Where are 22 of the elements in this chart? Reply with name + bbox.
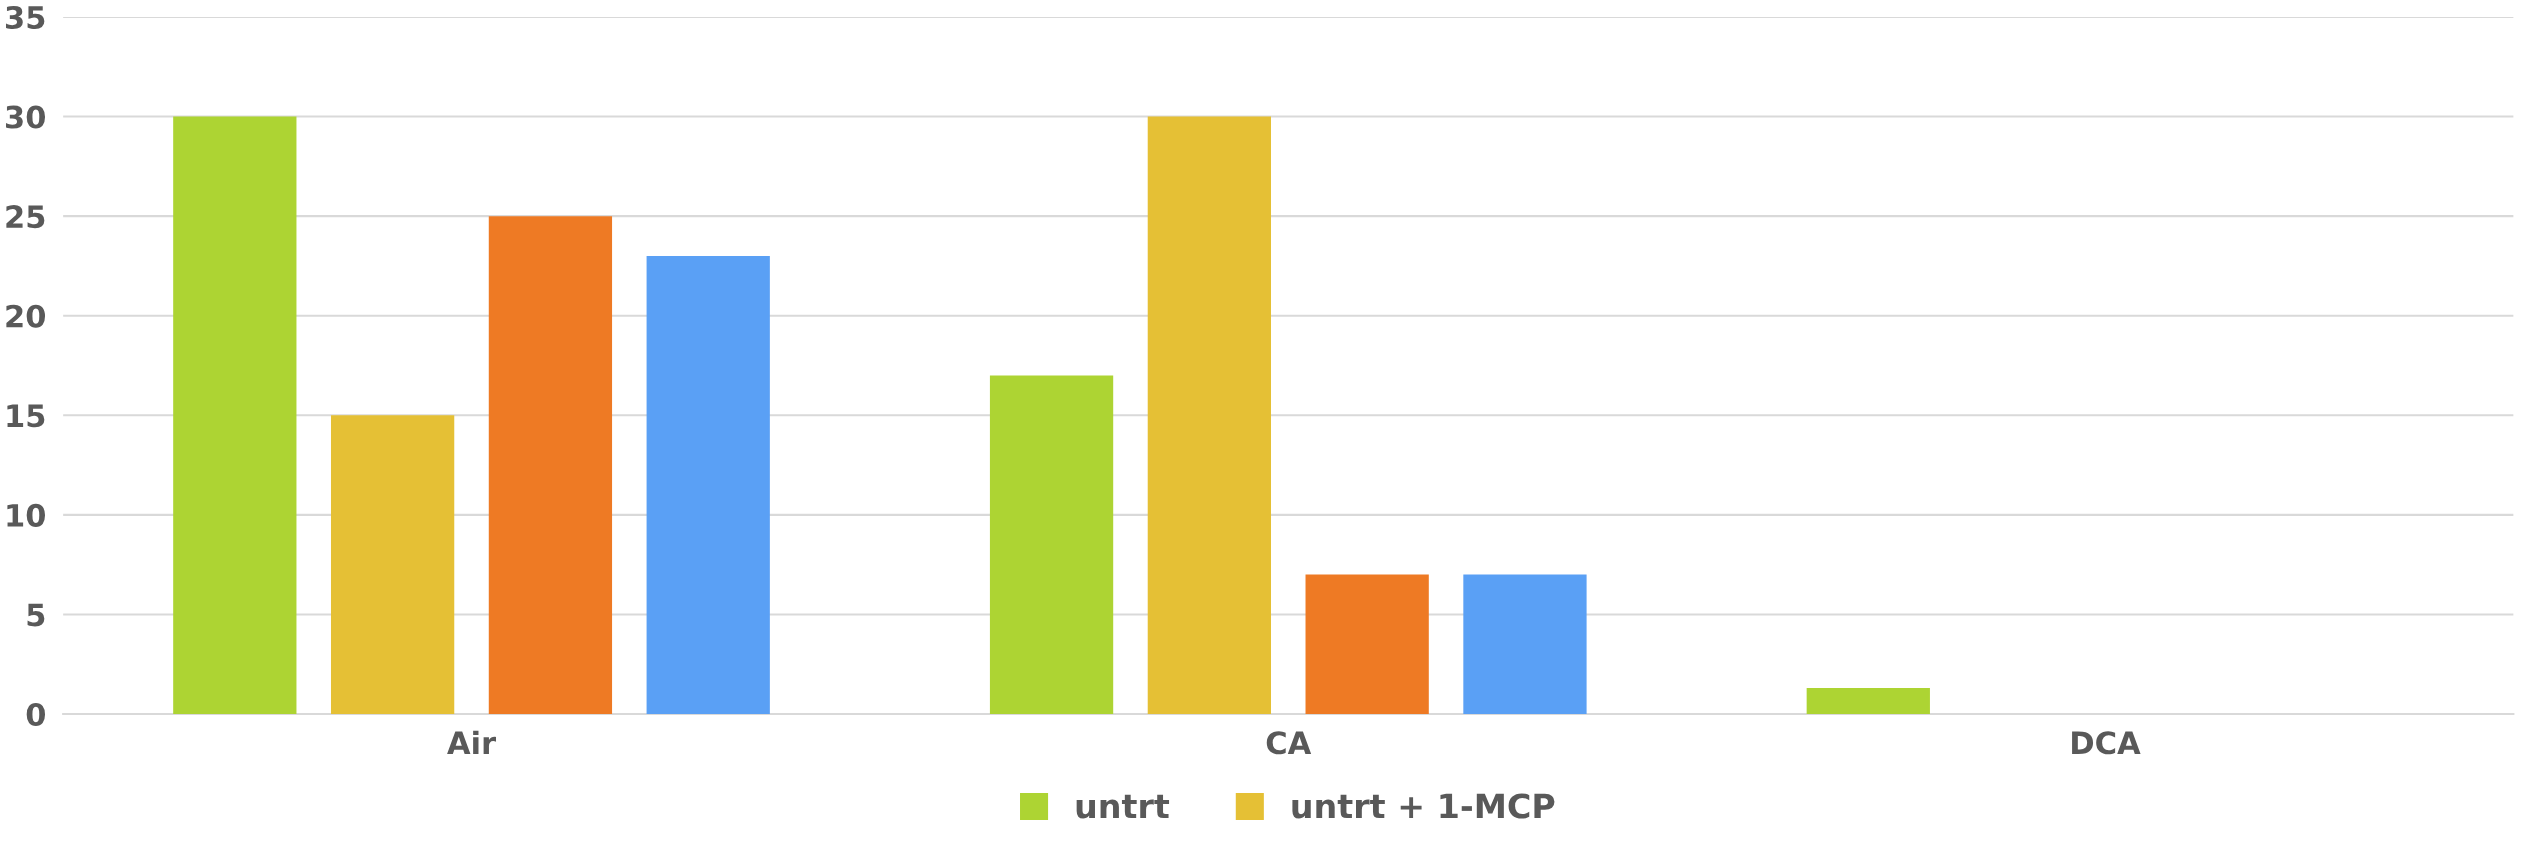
bar — [1806, 688, 1930, 714]
y-tick-label: 15 — [7, 404, 45, 428]
bar — [173, 116, 297, 714]
x-tick-label: DCA — [2072, 731, 2141, 755]
x-tick-label: Air — [447, 730, 497, 754]
bar — [646, 255, 770, 714]
legend-label: untrt — [1076, 794, 1170, 819]
bar — [1305, 574, 1429, 714]
legend-label: untrt + 1-MCP — [1292, 793, 1555, 819]
y-tick-label: 25 — [6, 205, 45, 229]
y-tick-label: 20 — [6, 304, 46, 328]
y-tick-label: 5 — [27, 603, 45, 627]
bar — [488, 216, 613, 714]
y-tick-label: 35 — [6, 5, 45, 30]
y-tick-label: 30 — [6, 105, 46, 129]
y-tick-label: 0 — [26, 702, 46, 727]
bar — [330, 415, 455, 714]
bar — [1147, 116, 1271, 714]
y-tick-label: 10 — [7, 503, 46, 527]
bar — [1463, 574, 1587, 714]
x-tick-label: CA — [1266, 731, 1312, 755]
bar — [989, 375, 1114, 714]
